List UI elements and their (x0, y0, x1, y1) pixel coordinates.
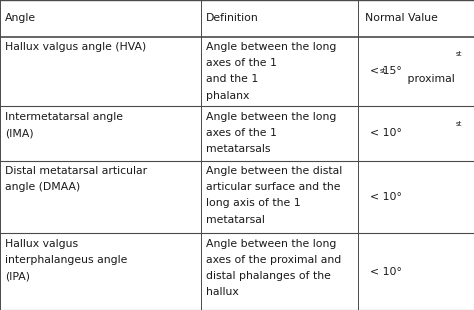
Text: st: st (379, 68, 385, 73)
Text: Angle between the long: Angle between the long (206, 42, 337, 52)
Text: distal phalanges of the: distal phalanges of the (206, 271, 331, 281)
Text: Definition: Definition (206, 13, 259, 23)
Text: st: st (456, 51, 463, 57)
Text: < 10°: < 10° (370, 267, 401, 277)
Text: articular surface and the: articular surface and the (206, 182, 341, 192)
Text: Normal Value: Normal Value (365, 13, 438, 23)
Text: < 10°: < 10° (370, 128, 401, 139)
Text: angle (DMAA): angle (DMAA) (5, 182, 80, 192)
Text: Hallux valgus: Hallux valgus (5, 239, 78, 249)
Text: phalanx: phalanx (206, 91, 250, 100)
Text: Hallux valgus angle (HVA): Hallux valgus angle (HVA) (5, 42, 146, 52)
Text: interphalangeus angle: interphalangeus angle (5, 255, 127, 265)
Text: Intermetatarsal angle: Intermetatarsal angle (5, 112, 123, 122)
Text: Angle between the long: Angle between the long (206, 112, 337, 122)
Text: (IPA): (IPA) (5, 271, 30, 281)
Text: st: st (456, 121, 463, 127)
Text: long axis of the 1: long axis of the 1 (206, 198, 301, 208)
Text: proximal: proximal (404, 74, 455, 84)
Text: and the 1: and the 1 (206, 74, 258, 84)
Text: Angle between the long: Angle between the long (206, 239, 337, 249)
Text: < 15°: < 15° (370, 66, 401, 77)
Text: Angle between the distal: Angle between the distal (206, 166, 342, 176)
Text: Distal metatarsal articular: Distal metatarsal articular (5, 166, 147, 176)
Text: axes of the 1: axes of the 1 (206, 128, 277, 138)
Text: (IMA): (IMA) (5, 128, 33, 138)
Text: metatarsal: metatarsal (206, 215, 265, 224)
Text: Angle: Angle (5, 13, 36, 23)
Text: hallux: hallux (206, 287, 239, 297)
Text: < 10°: < 10° (370, 192, 401, 202)
Text: axes of the 1: axes of the 1 (206, 58, 277, 68)
Text: metatarsals: metatarsals (206, 144, 271, 154)
Text: axes of the proximal and: axes of the proximal and (206, 255, 341, 265)
